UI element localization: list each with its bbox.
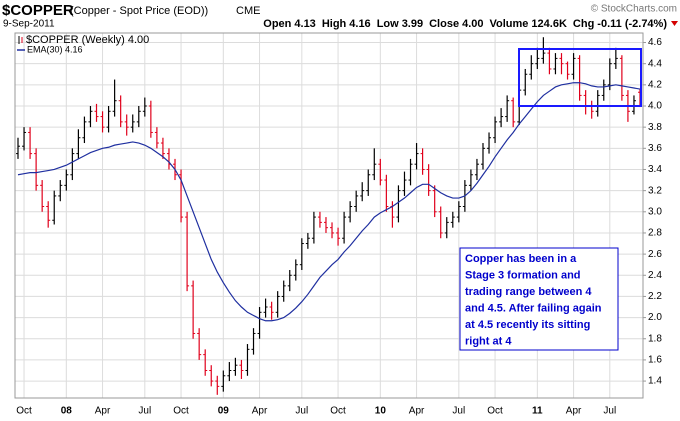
x-tick-label: Apr [566,406,582,417]
stat-label: Low [377,18,399,30]
y-tick-label: 4.6 [648,37,662,48]
y-tick-label: 1.8 [648,333,662,344]
stat-value: 4.16 [349,18,370,30]
x-tick-label: 09 [218,406,230,417]
x-tick-label: Apr [409,406,425,417]
ema-line [17,82,641,322]
stat-label: Open [263,18,291,30]
stat-label: High [322,18,347,30]
x-tick-label: Jul [138,406,151,417]
x-tick-label: Oct [16,406,32,417]
y-tick-label: 3.4 [648,164,662,175]
y-tick-label: 3.8 [648,122,662,133]
x-tick-label: Jul [452,406,465,417]
x-tick-label: Jul [603,406,616,417]
chart-title: $COPPER [2,2,74,19]
annotation-text: Copper has been in a [465,253,577,265]
x-tick-label: Oct [487,406,503,417]
stats: Open 4.13 High 4.16 Low 3.99 Close 4.00 Volume 12… [263,18,667,30]
stat-value: 124.6K [531,18,567,30]
y-tick-label: 2.8 [648,228,662,239]
stat-value: 3.99 [402,18,423,30]
y-tick-label: 1.6 [648,355,662,366]
annotation-text: trading range between 4 [465,286,592,298]
chart-subtitle: (Copper - Spot Price (EOD)) [70,5,208,17]
y-tick-label: 2.6 [648,249,662,260]
legend-label: $COPPER (Weekly) 4.00 [26,34,149,46]
legend-label: EMA(30) 4.16 [27,44,83,54]
stat-label: Volume [490,18,529,30]
annotation-text: and 4.5. After failing again [465,302,602,314]
x-tick-label: Oct [330,406,346,417]
stat-label: Chg [573,18,594,30]
exchange: CME [236,5,260,17]
stat-value: 4.00 [462,18,483,30]
stat-value: 4.13 [294,18,315,30]
x-tick-label: 10 [375,406,387,417]
y-tick-label: 4.0 [648,101,662,112]
source: © StockCharts.com [591,4,677,15]
x-tick-label: 11 [532,406,543,417]
y-tick-label: 2.0 [648,312,662,323]
y-tick-label: 3.2 [648,185,662,196]
y-tick-label: 2.2 [648,291,662,302]
y-tick-label: 4.4 [648,58,662,69]
change-arrow [671,21,678,26]
stat-value: -0.11 (-2.74%) [597,18,667,30]
range-box [518,48,642,107]
x-tick-label: Oct [173,406,189,417]
annotation-box [459,247,619,351]
y-tick-label: 1.4 [648,376,662,387]
plot-border [14,32,644,399]
plot-area [15,33,643,398]
annotation-text: Stage 3 formation and [465,269,581,281]
annotation-text: right at 4 [465,335,512,347]
x-tick-label: Apr [252,406,268,417]
y-tick-label: 4.2 [648,79,662,90]
y-tick-label: 2.4 [648,270,662,281]
stat-label: Close [429,18,459,30]
annotation-text: at 4.5 recently its sitting [465,319,590,331]
x-tick-label: 08 [61,406,73,417]
y-tick-label: 3.0 [648,206,662,217]
y-tick-label: 3.6 [648,143,662,154]
x-tick-label: Jul [295,406,308,417]
x-tick-label: Apr [95,406,111,417]
date: 9-Sep-2011 [3,19,55,30]
